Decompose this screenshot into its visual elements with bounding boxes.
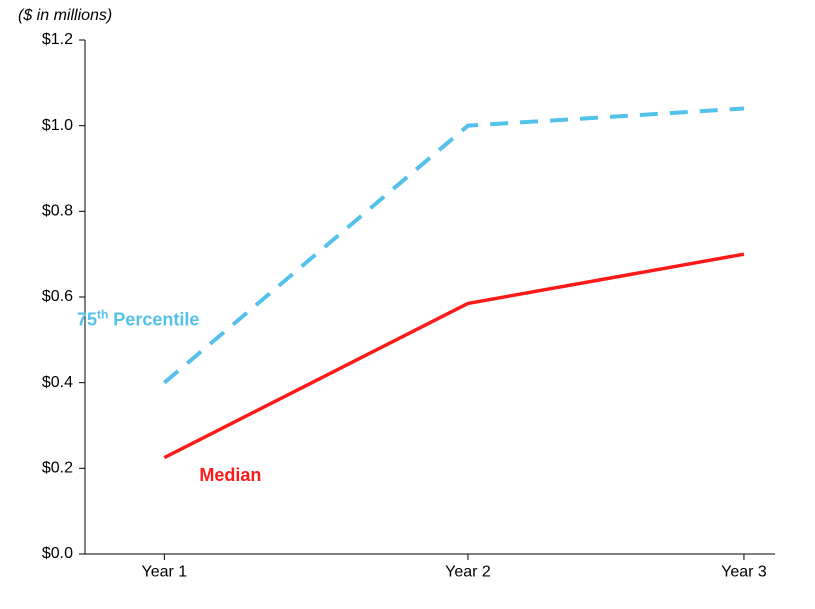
chart-container: ($ in millions) $0.0 $0.2 $0.4 $0.6 $0.8 $1.0 $… bbox=[0, 0, 815, 609]
line-chart: ($ in millions) $0.0 $0.2 $0.4 $0.6 $0.8 $1.0 $… bbox=[0, 0, 815, 609]
y-tick-label: $1.2 bbox=[42, 31, 73, 48]
y-tick-label: $0.4 bbox=[42, 374, 73, 391]
series-label-median: Median bbox=[199, 465, 261, 485]
chart-subtitle: ($ in millions) bbox=[18, 7, 112, 24]
x-tick-label: Year 3 bbox=[721, 563, 767, 580]
y-tick-label: $0.6 bbox=[42, 288, 73, 305]
y-tick-label: $0.0 bbox=[42, 545, 73, 562]
y-tick-label: $0.2 bbox=[42, 460, 73, 477]
y-tick-label: $1.0 bbox=[42, 117, 73, 134]
y-tick-label: $0.8 bbox=[42, 203, 73, 220]
chart-bg bbox=[0, 0, 815, 609]
series-label-p75: 75th Percentile bbox=[77, 308, 199, 330]
x-tick-label: Year 2 bbox=[445, 563, 491, 580]
x-tick-label: Year 1 bbox=[142, 563, 188, 580]
